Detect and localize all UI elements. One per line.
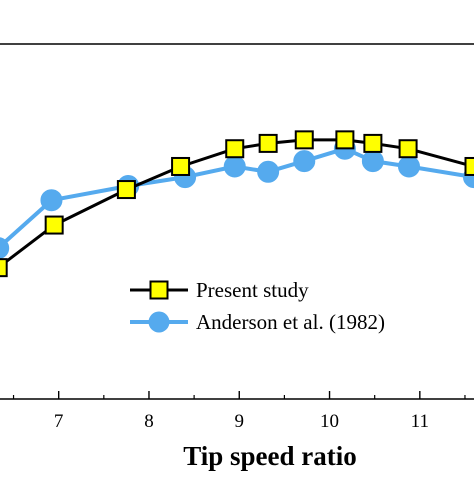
legend-marker xyxy=(149,312,170,333)
data-point xyxy=(364,135,381,152)
data-point xyxy=(294,151,315,172)
data-point xyxy=(260,135,277,152)
data-point xyxy=(41,190,62,211)
legend-item-present-study: Present study xyxy=(130,278,309,302)
data-point xyxy=(296,131,313,148)
legend-label: Present study xyxy=(196,278,309,302)
x-tick-label: 10 xyxy=(320,411,339,432)
data-point xyxy=(226,140,243,157)
data-point xyxy=(0,259,7,276)
x-axis-label: Tip speed ratio xyxy=(183,441,357,471)
axes: 7 8 9 10 11 xyxy=(0,44,474,432)
legend-label: Anderson et al. (1982) xyxy=(196,310,385,334)
data-point xyxy=(258,161,279,182)
data-point xyxy=(172,158,189,175)
data-point xyxy=(336,131,353,148)
x-tick-label: 8 xyxy=(144,411,154,432)
legend-marker xyxy=(151,282,168,299)
x-tick-label: 9 xyxy=(235,411,245,432)
data-point xyxy=(398,156,419,177)
data-point xyxy=(46,217,63,234)
data-point xyxy=(224,156,245,177)
series-layer xyxy=(0,131,474,276)
x-tick-label: 7 xyxy=(54,411,64,432)
legend: Present study Anderson et al. (1982) xyxy=(130,278,385,334)
data-point xyxy=(118,181,135,198)
data-point xyxy=(466,158,474,175)
legend-item-anderson-1982: Anderson et al. (1982) xyxy=(130,310,385,334)
data-point xyxy=(400,140,417,157)
x-tick-label: 11 xyxy=(411,411,429,432)
data-point xyxy=(362,151,383,172)
series-present-study xyxy=(0,131,474,276)
